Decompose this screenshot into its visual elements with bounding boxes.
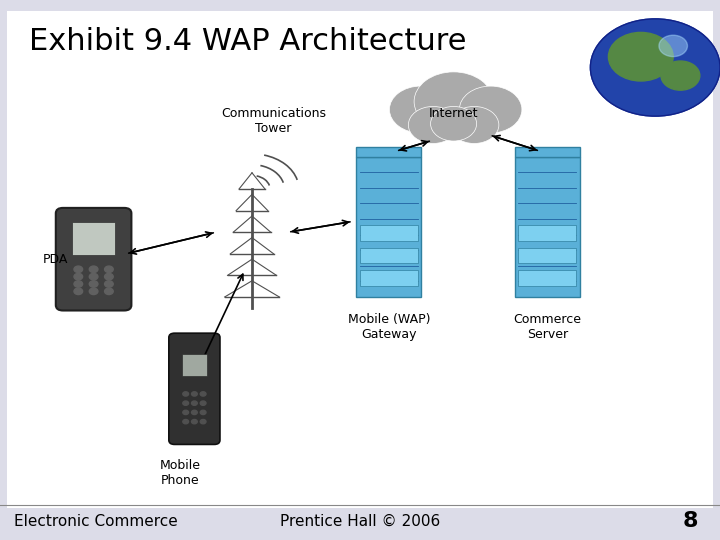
Text: Commerce
Server: Commerce Server xyxy=(513,313,581,341)
Text: PDA: PDA xyxy=(43,253,68,266)
Circle shape xyxy=(659,35,688,57)
Circle shape xyxy=(74,288,83,295)
FancyBboxPatch shape xyxy=(181,354,207,376)
Text: Mobile (WAP)
Gateway: Mobile (WAP) Gateway xyxy=(348,313,430,341)
Circle shape xyxy=(200,392,206,396)
FancyBboxPatch shape xyxy=(168,333,220,444)
Text: Internet: Internet xyxy=(429,107,478,120)
Circle shape xyxy=(89,266,98,273)
FancyBboxPatch shape xyxy=(7,11,713,508)
Circle shape xyxy=(661,61,700,90)
FancyBboxPatch shape xyxy=(518,248,576,264)
Circle shape xyxy=(183,410,189,415)
Circle shape xyxy=(608,32,673,81)
Circle shape xyxy=(192,392,197,396)
Circle shape xyxy=(431,106,477,141)
FancyBboxPatch shape xyxy=(515,157,580,297)
Circle shape xyxy=(200,401,206,406)
FancyBboxPatch shape xyxy=(360,225,418,241)
Circle shape xyxy=(104,273,113,280)
Text: Communications
Tower: Communications Tower xyxy=(221,107,326,135)
Circle shape xyxy=(459,86,522,133)
Circle shape xyxy=(183,401,189,406)
Circle shape xyxy=(200,420,206,424)
Text: Mobile
Phone: Mobile Phone xyxy=(160,459,200,487)
FancyBboxPatch shape xyxy=(356,147,421,157)
Circle shape xyxy=(192,410,197,415)
Circle shape xyxy=(200,410,206,415)
FancyBboxPatch shape xyxy=(518,225,576,241)
FancyBboxPatch shape xyxy=(518,271,576,286)
Circle shape xyxy=(104,266,113,273)
Text: Electronic Commerce: Electronic Commerce xyxy=(14,514,178,529)
Circle shape xyxy=(408,106,458,144)
Circle shape xyxy=(449,106,499,144)
Circle shape xyxy=(74,281,83,287)
Circle shape xyxy=(104,281,113,287)
Circle shape xyxy=(104,288,113,295)
FancyBboxPatch shape xyxy=(356,157,421,297)
Circle shape xyxy=(192,401,197,406)
Circle shape xyxy=(89,273,98,280)
Circle shape xyxy=(89,281,98,287)
FancyBboxPatch shape xyxy=(360,271,418,286)
Circle shape xyxy=(74,273,83,280)
FancyBboxPatch shape xyxy=(72,222,115,255)
FancyBboxPatch shape xyxy=(360,248,418,264)
Circle shape xyxy=(192,420,197,424)
Circle shape xyxy=(183,420,189,424)
FancyBboxPatch shape xyxy=(515,147,580,157)
Circle shape xyxy=(590,19,720,116)
Text: 8: 8 xyxy=(683,511,698,531)
Circle shape xyxy=(183,392,189,396)
Text: Exhibit 9.4 WAP Architecture: Exhibit 9.4 WAP Architecture xyxy=(29,27,467,56)
Circle shape xyxy=(74,266,83,273)
FancyBboxPatch shape xyxy=(56,208,132,310)
Circle shape xyxy=(89,288,98,295)
Text: Prentice Hall © 2006: Prentice Hall © 2006 xyxy=(280,514,440,529)
Circle shape xyxy=(390,86,452,133)
Circle shape xyxy=(414,72,493,131)
